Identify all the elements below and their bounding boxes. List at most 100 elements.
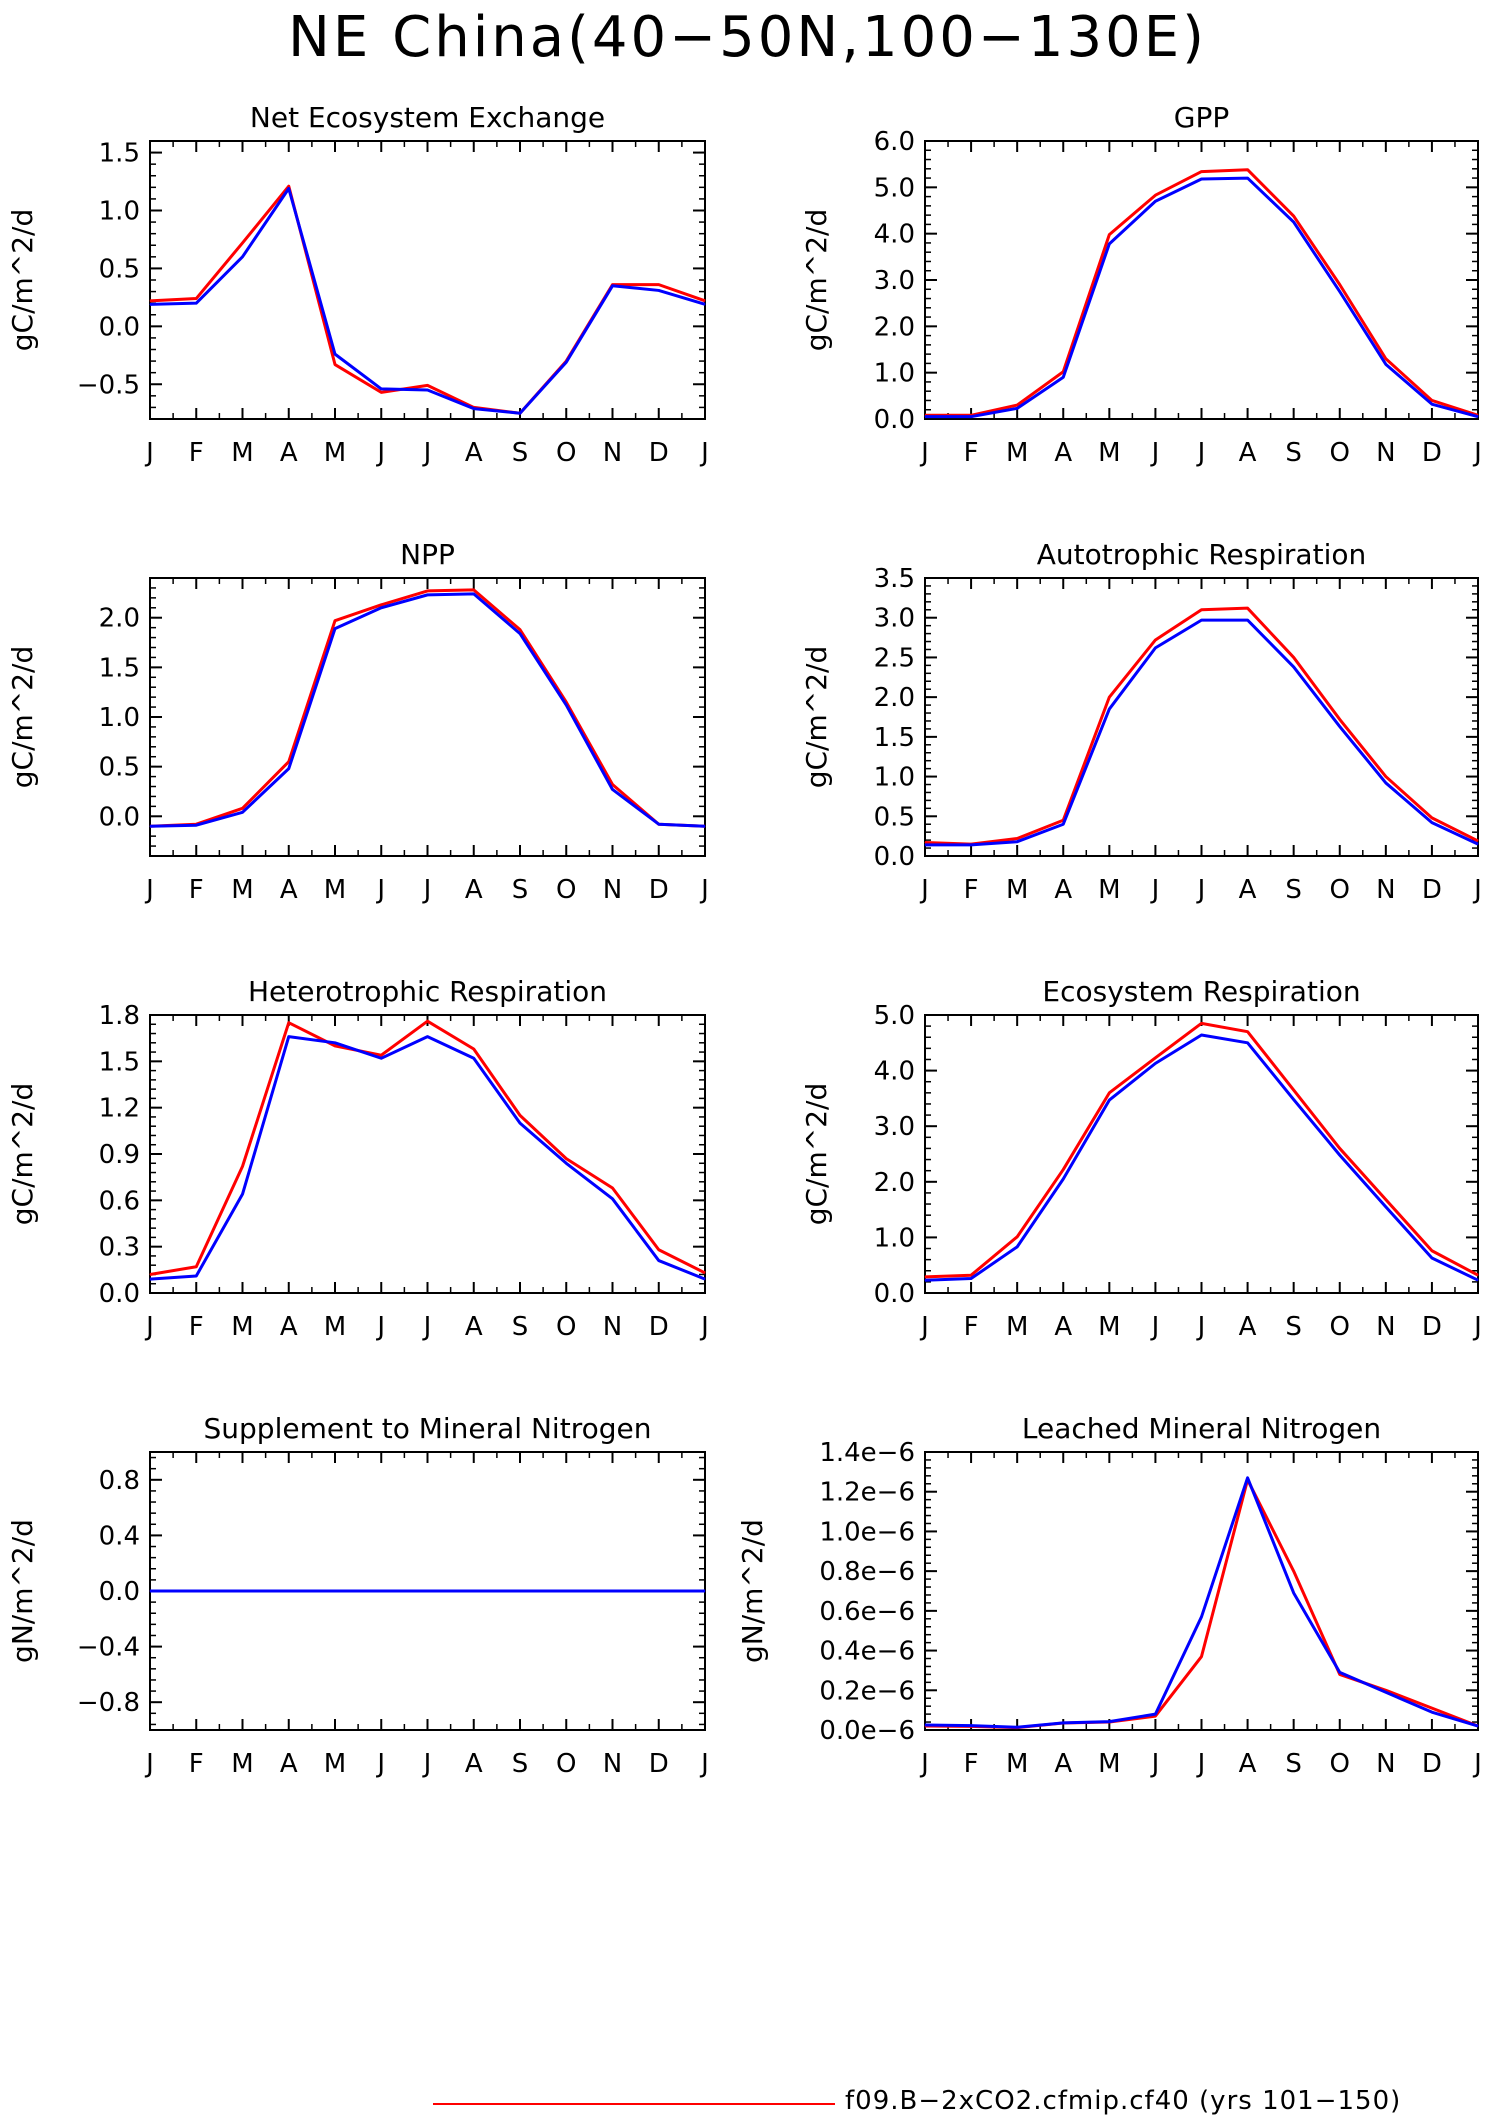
data-point-blue (1247, 1477, 1249, 1479)
data-point-blue (565, 361, 567, 363)
data-point-blue (1201, 178, 1202, 180)
x-tick-label: J (1472, 438, 1482, 468)
x-tick-label: A (465, 1312, 483, 1342)
data-point-blue (1431, 1257, 1433, 1259)
data-point-blue (427, 389, 428, 391)
data-point-red (1154, 639, 1156, 641)
x-tick-label: S (512, 875, 529, 905)
y-tick-label: 2.5 (874, 643, 915, 673)
data-point-blue (1293, 1592, 1295, 1594)
x-tick-label: S (512, 438, 529, 468)
legend-label: f09.B−2xCO2.cfmip.cf40 (yrs 101−150) (845, 2086, 1402, 2116)
data-point-blue (1339, 1671, 1341, 1673)
data-point-blue (380, 1057, 382, 1059)
x-tick-label: O (1330, 438, 1350, 468)
data-point-blue (924, 1724, 926, 1726)
x-tick-label: J (1150, 438, 1160, 468)
x-tick-label: J (1472, 1312, 1482, 1342)
data-point-blue (1247, 619, 1249, 621)
y-tick-label: 5.0 (874, 1001, 915, 1031)
data-point-blue (1339, 1154, 1341, 1156)
data-point-red (334, 1045, 336, 1047)
data-point-red (380, 604, 382, 606)
data-point-red (1154, 1057, 1156, 1059)
y-tick-label: 0.3 (99, 1233, 140, 1263)
y-axis-label: gC/m^2/d (800, 1083, 833, 1226)
data-point-red (658, 284, 660, 286)
plot-frame (924, 1014, 1479, 1294)
data-point-blue (1062, 1722, 1064, 1724)
y-tick-label: 0.5 (99, 753, 140, 783)
data-point-blue (242, 811, 243, 813)
data-point-blue (1062, 376, 1064, 378)
data-point-red (1247, 1031, 1249, 1033)
x-tick-label: N (1376, 1312, 1395, 1342)
y-axis-label: gC/m^2/d (800, 209, 833, 352)
data-point-blue (1108, 1721, 1110, 1723)
data-point-blue (1108, 708, 1110, 710)
data-point-blue (1385, 363, 1387, 365)
data-point-blue (334, 1590, 336, 1592)
y-tick-label: 0.0 (99, 1577, 140, 1607)
x-tick-label: J (919, 438, 929, 468)
x-tick-label: F (964, 1312, 979, 1342)
data-point-blue (1154, 647, 1156, 649)
chart-title: Ecosystem Respiration (1042, 975, 1360, 1008)
chart-panel: J F M A M J J A S O N D J0.00.30.60.91.21.51.8Hetero… (6, 975, 709, 1342)
chart-title: Heterotrophic Respiration (248, 975, 607, 1008)
data-point-red (1431, 1707, 1433, 1709)
x-tick-label: M (324, 875, 346, 905)
data-point-blue (1108, 1099, 1110, 1101)
data-point-blue (427, 1036, 428, 1038)
x-tick-label: S (512, 1312, 529, 1342)
data-point-red (1339, 718, 1341, 720)
data-point-blue (970, 416, 972, 418)
data-point-red (427, 590, 428, 592)
chart-panel: J F M A M J J A S O N D J0.01.02.03.04.05.06.0GPPgC/… (800, 101, 1482, 468)
y-tick-label: −0.5 (77, 370, 140, 400)
data-point-blue (970, 844, 972, 846)
x-tick-label: O (556, 438, 576, 468)
data-point-blue (658, 1260, 660, 1262)
data-point-blue (242, 1590, 243, 1592)
x-tick-label: J (144, 438, 154, 468)
chart-title: Autotrophic Respiration (1037, 538, 1366, 571)
data-point-red (1431, 1250, 1433, 1252)
y-tick-label: 0.0 (99, 802, 140, 832)
x-tick-label: F (189, 438, 204, 468)
data-point-red (1108, 696, 1110, 698)
data-point-blue (612, 788, 613, 790)
chart-title: GPP (1174, 101, 1229, 134)
data-point-red (1293, 1089, 1295, 1091)
y-axis-label: gC/m^2/d (6, 1083, 39, 1226)
x-tick-label: A (1054, 875, 1072, 905)
y-tick-label: 0.4 (99, 1521, 140, 1551)
data-point-red (1385, 1199, 1387, 1201)
x-tick-label: S (1285, 438, 1302, 468)
y-tick-label: 0.8 (99, 1466, 140, 1496)
data-point-blue (242, 256, 243, 258)
x-tick-label: D (649, 1312, 669, 1342)
data-point-red (1385, 358, 1387, 360)
y-tick-label: 0.9 (99, 1140, 140, 1170)
x-tick-label: S (512, 1749, 529, 1779)
x-tick-label: D (1422, 1312, 1442, 1342)
series-line-blue (924, 1476, 1479, 1729)
data-point-red (1293, 215, 1295, 217)
data-point-red (1108, 234, 1110, 236)
x-tick-label: M (1098, 1312, 1120, 1342)
data-point-blue (1431, 1711, 1433, 1713)
x-tick-label: O (1330, 1749, 1350, 1779)
data-point-red (1201, 1656, 1202, 1658)
data-point-red (380, 391, 382, 393)
data-point-blue (288, 1590, 290, 1592)
data-point-red (1154, 1715, 1156, 1717)
data-point-blue (1247, 1042, 1249, 1044)
data-point-blue (195, 1590, 197, 1592)
x-tick-label: M (324, 1312, 346, 1342)
data-point-red (334, 364, 336, 366)
data-point-red (1247, 607, 1249, 609)
x-tick-label: A (1239, 1749, 1257, 1779)
